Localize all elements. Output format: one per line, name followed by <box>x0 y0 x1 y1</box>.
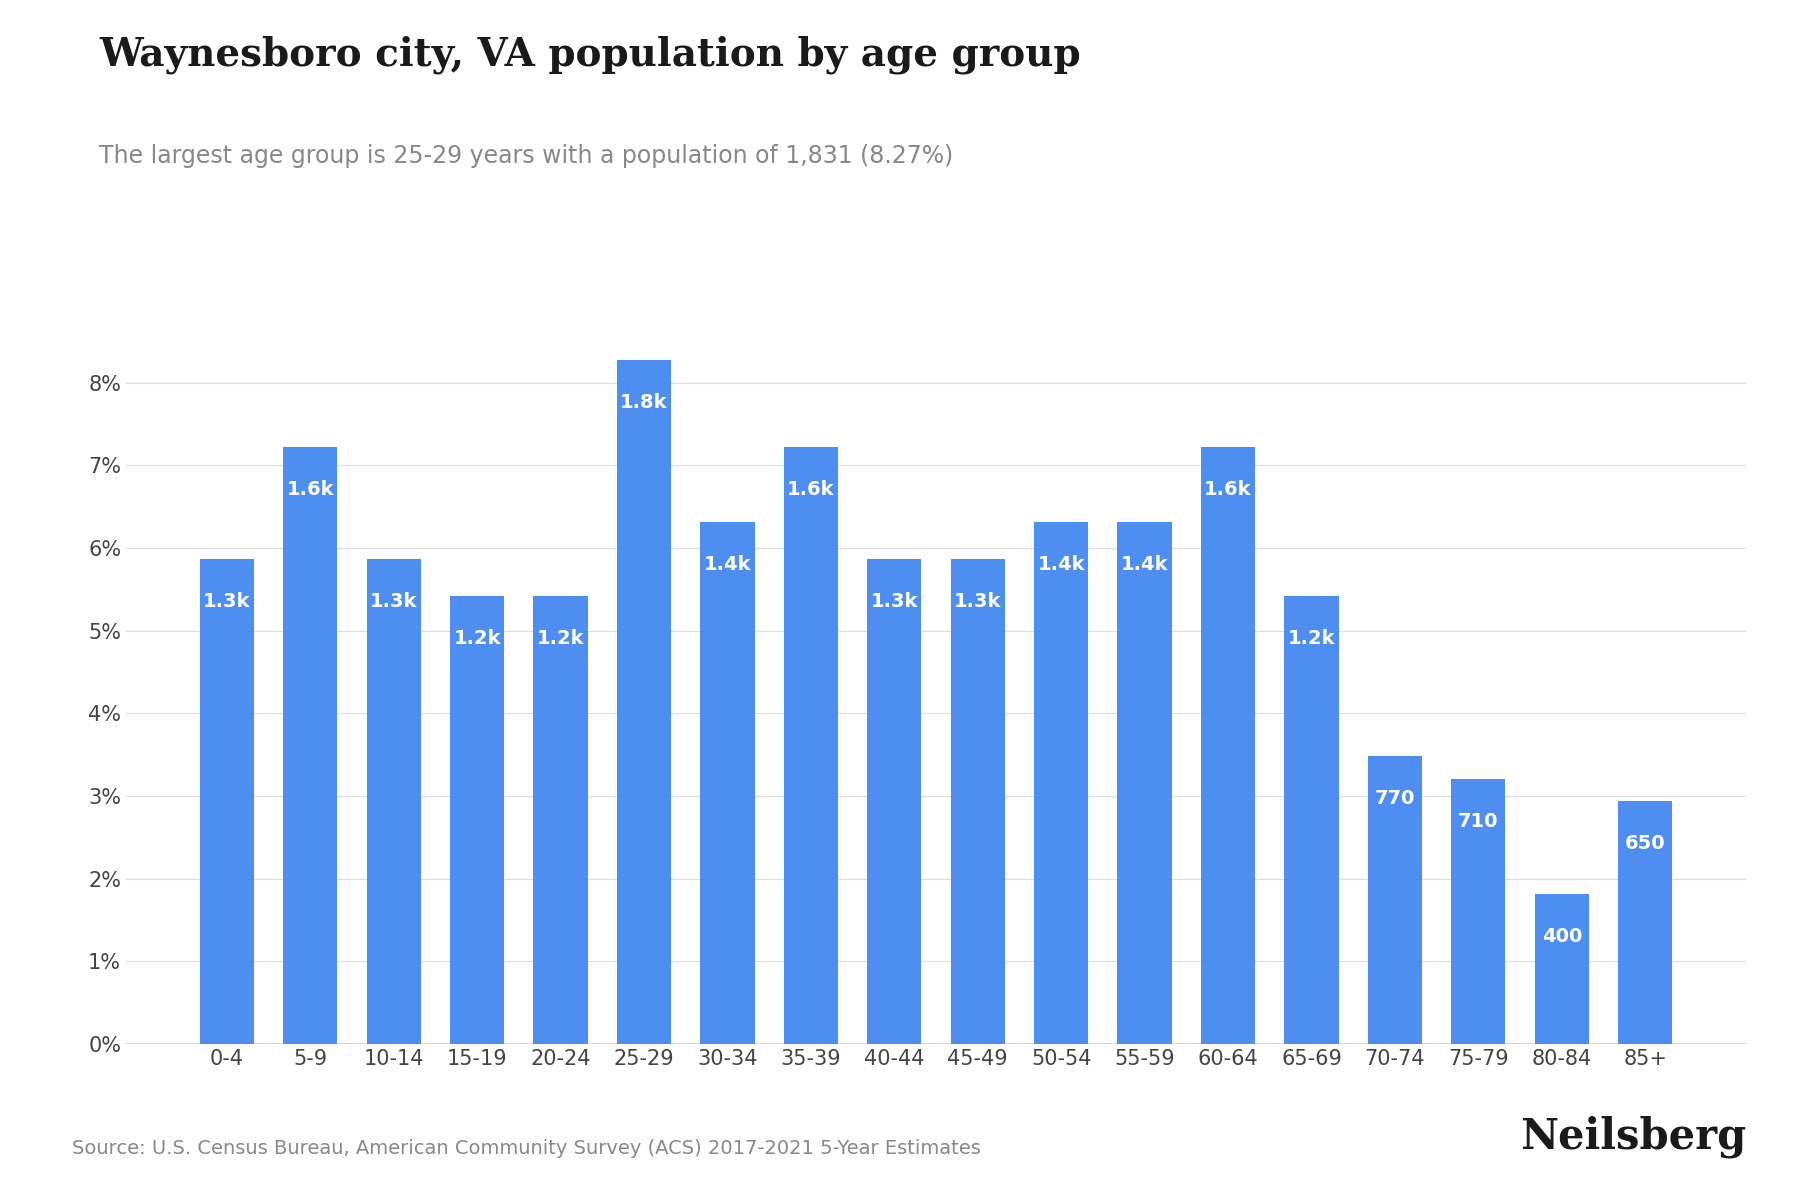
Text: Waynesboro city, VA population by age group: Waynesboro city, VA population by age gr… <box>99 36 1080 74</box>
Bar <box>783 448 839 1044</box>
Bar <box>1535 894 1589 1044</box>
Text: 400: 400 <box>1541 928 1582 947</box>
Bar <box>283 448 337 1044</box>
Bar <box>1618 800 1672 1044</box>
Text: The largest age group is 25-29 years with a population of 1,831 (8.27%): The largest age group is 25-29 years wit… <box>99 144 954 168</box>
Text: 1.3k: 1.3k <box>203 592 250 611</box>
Text: 1.6k: 1.6k <box>286 480 335 499</box>
Bar <box>950 559 1004 1044</box>
Bar <box>367 559 421 1044</box>
Bar <box>1368 756 1422 1044</box>
Text: 650: 650 <box>1625 834 1665 853</box>
Text: 770: 770 <box>1375 790 1415 809</box>
Bar <box>617 360 671 1044</box>
Bar <box>1285 596 1339 1044</box>
Text: 1.3k: 1.3k <box>871 592 918 611</box>
Bar <box>1451 779 1505 1044</box>
Text: 1.6k: 1.6k <box>1204 480 1251 499</box>
Text: 710: 710 <box>1458 811 1499 830</box>
Text: 1.4k: 1.4k <box>1121 554 1168 574</box>
Bar <box>533 596 587 1044</box>
Bar <box>1118 522 1172 1044</box>
Text: 1.8k: 1.8k <box>621 394 668 413</box>
Bar <box>868 559 922 1044</box>
Text: 1.4k: 1.4k <box>704 554 751 574</box>
Bar <box>700 522 754 1044</box>
Text: Neilsberg: Neilsberg <box>1519 1116 1746 1158</box>
Bar <box>1201 448 1255 1044</box>
Text: 1.4k: 1.4k <box>1037 554 1085 574</box>
Text: Source: U.S. Census Bureau, American Community Survey (ACS) 2017-2021 5-Year Est: Source: U.S. Census Bureau, American Com… <box>72 1139 981 1158</box>
Text: 1.2k: 1.2k <box>536 629 585 648</box>
Bar <box>1033 522 1089 1044</box>
Text: 1.3k: 1.3k <box>371 592 418 611</box>
Text: 1.2k: 1.2k <box>1287 629 1336 648</box>
Text: 1.3k: 1.3k <box>954 592 1001 611</box>
Bar <box>200 559 254 1044</box>
Bar <box>450 596 504 1044</box>
Text: 1.2k: 1.2k <box>454 629 500 648</box>
Text: 1.6k: 1.6k <box>787 480 835 499</box>
